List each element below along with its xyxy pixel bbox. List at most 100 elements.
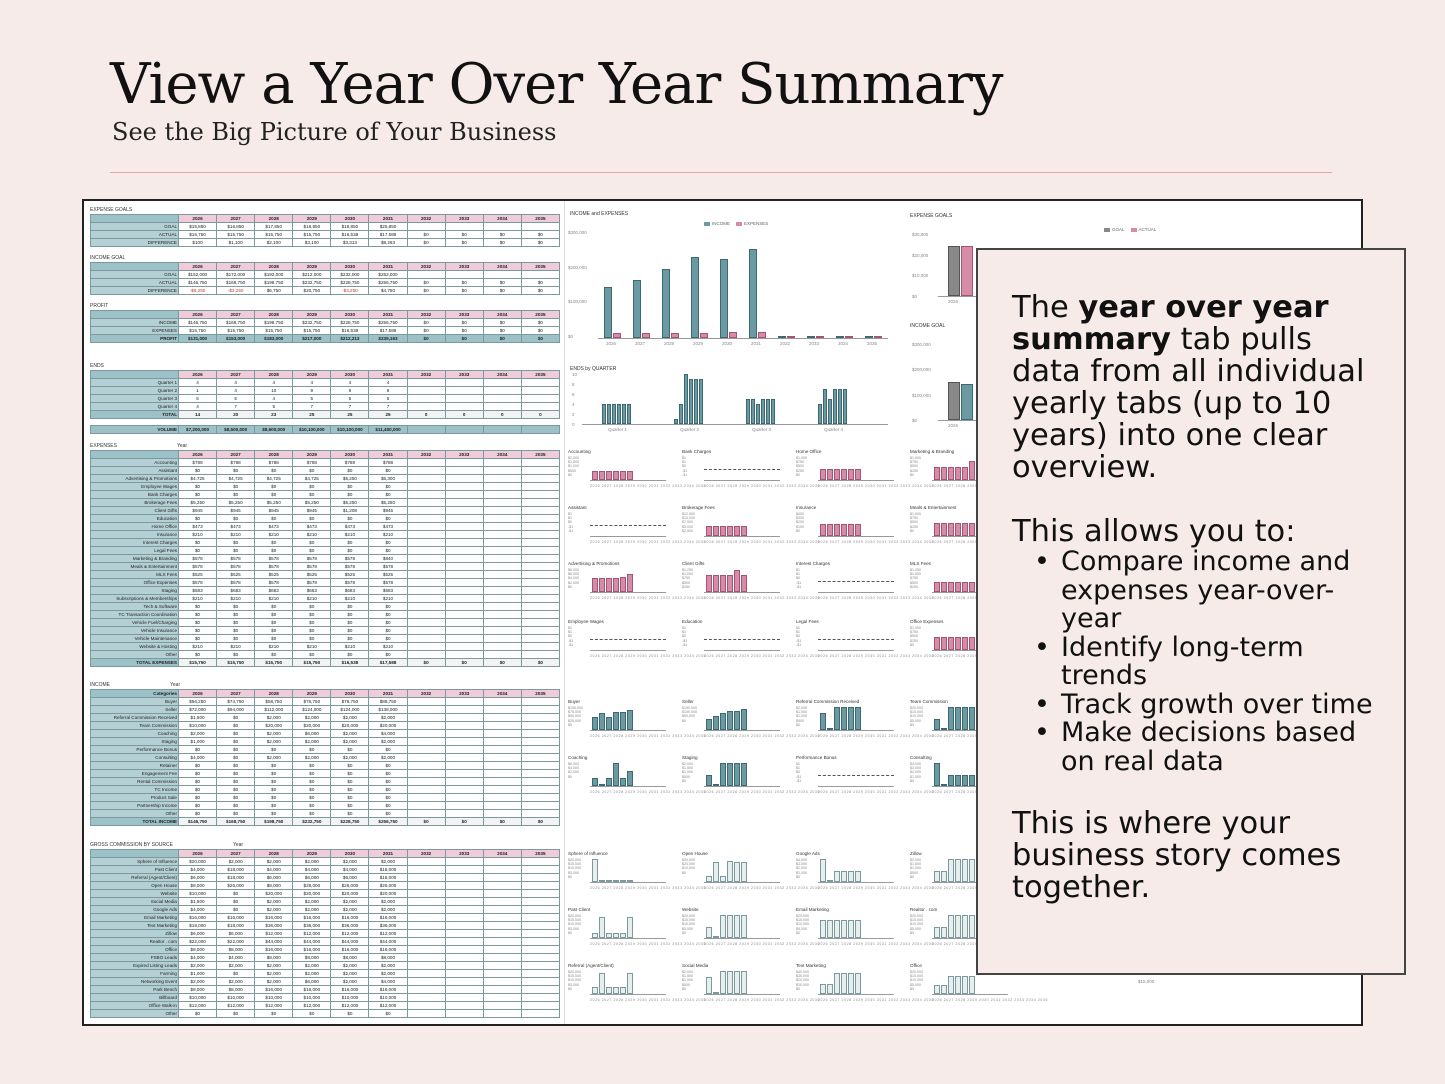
ends-bar: [674, 419, 678, 424]
cell: [406, 1001, 446, 1010]
cell: $0: [254, 801, 294, 810]
cell: $0: [330, 777, 370, 786]
cell: $2,000: [216, 857, 256, 866]
cell: [520, 977, 561, 986]
mini-chart-title: Sphere of Influence: [568, 851, 608, 856]
mini-chart-plot: [932, 627, 1008, 651]
cell: [444, 761, 484, 770]
row-label: Website & Hosting: [90, 642, 179, 651]
cell: $138,000: [368, 705, 408, 714]
cell: $7,200,000: [177, 425, 218, 434]
cell: $0: [520, 230, 561, 239]
cell: $0: [177, 538, 218, 547]
cell: $12,000: [216, 1001, 256, 1010]
row-label: Advertising & Promotions: [90, 474, 179, 483]
cell: $256,750: [368, 817, 408, 826]
row-label: Team Commission: [90, 721, 179, 730]
mini-bar: [955, 582, 961, 592]
cell: [482, 961, 522, 970]
mini-bar: [713, 574, 719, 592]
mini-chart: Advertising & Promotions $8,000 $6,000 $4…: [568, 561, 705, 613]
row-label: Referral (Agent/Client): [90, 873, 179, 882]
table-title: EXPENSES Year: [90, 443, 188, 449]
cell: $210: [177, 594, 218, 603]
cell: $0: [216, 897, 256, 906]
cell: $44,000: [330, 937, 370, 946]
row-label: Quarter 2: [90, 386, 179, 395]
cell: $0: [254, 761, 294, 770]
cell: [520, 937, 561, 946]
cell: [482, 618, 522, 627]
cell: $210: [368, 530, 408, 539]
mini-chart: Legal Fees $1 $1 $0 -$1 -$1 2026 2027 2028…: [796, 619, 933, 671]
mini-chart-title: Realtor . com: [910, 907, 938, 912]
cell: [482, 506, 522, 515]
ends-bar: [771, 399, 775, 424]
year-header: 2035: [520, 689, 561, 698]
cell: $4,725: [216, 474, 256, 483]
mini-chart-plot: [818, 627, 894, 651]
cell: $18,000: [216, 865, 256, 874]
cell: [444, 498, 484, 507]
mini-bar: [713, 936, 719, 938]
cell: $217,000: [292, 334, 332, 343]
cell: $0: [444, 230, 484, 239]
cell: $0: [368, 482, 408, 491]
cell: $5,250: [330, 474, 370, 483]
mini-bar: [606, 470, 612, 480]
year-header: 2030: [330, 214, 370, 223]
table-row: DIFFERENCE -$5,250 -$3,250 $6,750 $20,750 -$3…: [90, 286, 561, 295]
cell: $228,750: [330, 278, 370, 287]
row-label: Office Expenses: [90, 578, 179, 587]
mini-chart-y-axis: $1,000 $750 $500 $250 $0: [796, 456, 807, 477]
cell: [444, 713, 484, 722]
cell: $0: [216, 482, 256, 491]
table-row: Referral (Agent/Client) $6,000 $18,000 $6,0…: [90, 873, 561, 882]
cell: $210: [216, 530, 256, 539]
cell: [444, 857, 484, 866]
cell: $0: [330, 546, 370, 555]
cell: [482, 921, 522, 930]
cell: $0: [254, 1009, 294, 1018]
ends-bar: [679, 404, 683, 424]
year-header: 2033: [444, 310, 484, 319]
cell: $12,000: [254, 1001, 294, 1010]
cell: [444, 721, 484, 730]
cell: $198,750: [254, 278, 294, 287]
cell: $18,000: [177, 921, 218, 930]
cell: $2,000: [292, 737, 332, 746]
cell: [444, 378, 484, 387]
cell: $212,213: [330, 334, 370, 343]
cell: [520, 913, 561, 922]
mini-bar: [627, 770, 633, 786]
cell: $0: [216, 801, 256, 810]
cell: $0: [330, 769, 370, 778]
cell: [406, 562, 446, 571]
mini-bar: [948, 774, 954, 786]
cell: $22,000: [216, 937, 256, 946]
cell: $20,000: [254, 721, 294, 730]
y-tick-label: $0: [912, 294, 918, 299]
year-header: 2028: [254, 214, 294, 223]
cell: 4: [368, 378, 408, 387]
cell: $0: [520, 817, 561, 826]
cell: 0: [406, 410, 446, 419]
cell: $0: [330, 482, 370, 491]
mini-bar: [620, 576, 626, 592]
year-header: 2026: [177, 310, 218, 319]
mini-chart-x-axis: 2026 2027 2028 2029 2030 2031 2032 2033 …: [704, 654, 821, 658]
table-row: Open House $8,000 $26,000 $8,000 $28,000 $26,…: [90, 881, 561, 890]
cell: [406, 697, 446, 706]
cell: $16,000: [216, 913, 256, 922]
cell: $210: [368, 594, 408, 603]
cell: [482, 610, 522, 619]
cell: [406, 578, 446, 587]
cell: [482, 985, 522, 994]
ends-bar: [627, 404, 631, 424]
cell: $232,000: [330, 270, 370, 279]
cell: $0: [330, 610, 370, 619]
row-label: Meals & Entertainment: [90, 562, 179, 571]
cell: $0: [482, 658, 522, 667]
cell: $18,000: [368, 873, 408, 882]
